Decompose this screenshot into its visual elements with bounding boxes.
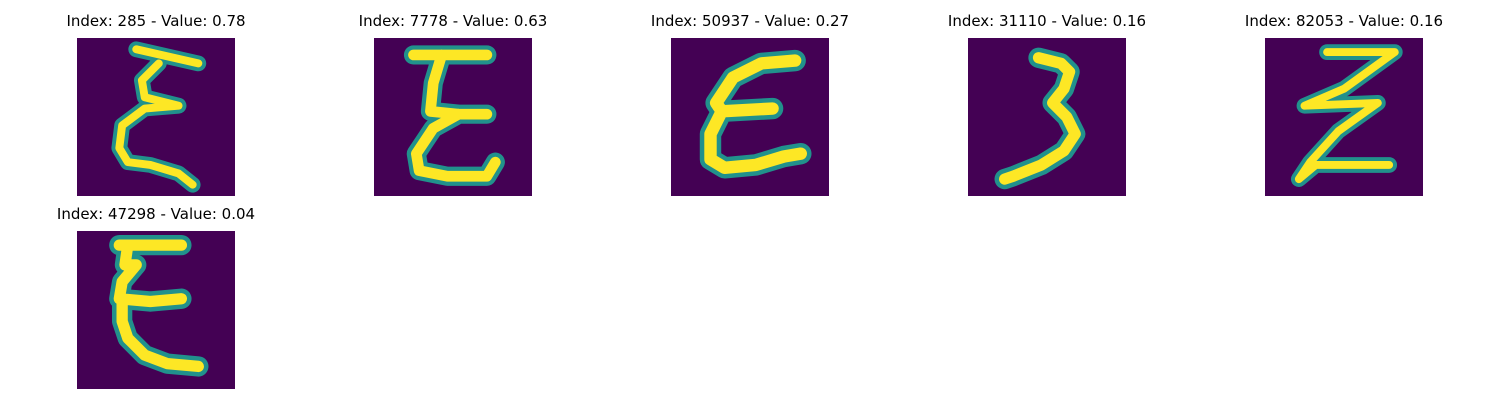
panel-title: Index: 82053 - Value: 0.16 xyxy=(1244,12,1444,30)
panel-title: Index: 285 - Value: 0.78 xyxy=(66,12,246,30)
panel-2: Index: 50937 - Value: 0.27 xyxy=(640,12,860,196)
panel-5: Index: 47298 - Value: 0.04 xyxy=(46,205,266,389)
digit-image xyxy=(77,231,235,389)
panel-title: Index: 47298 - Value: 0.04 xyxy=(56,205,256,223)
panel-title: Index: 50937 - Value: 0.27 xyxy=(650,12,850,30)
digit-image xyxy=(671,38,829,196)
panel-3: Index: 31110 - Value: 0.16 xyxy=(937,12,1157,196)
panel-4: Index: 82053 - Value: 0.16 xyxy=(1234,12,1454,196)
digit-image xyxy=(1265,38,1423,196)
panel-0: Index: 285 - Value: 0.78 xyxy=(46,12,266,196)
digit-image xyxy=(374,38,532,196)
panel-1: Index: 7778 - Value: 0.63 xyxy=(343,12,563,196)
digit-image xyxy=(968,38,1126,196)
panel-title: Index: 7778 - Value: 0.63 xyxy=(358,12,548,30)
digit-image xyxy=(77,38,235,196)
panel-title: Index: 31110 - Value: 0.16 xyxy=(947,12,1147,30)
